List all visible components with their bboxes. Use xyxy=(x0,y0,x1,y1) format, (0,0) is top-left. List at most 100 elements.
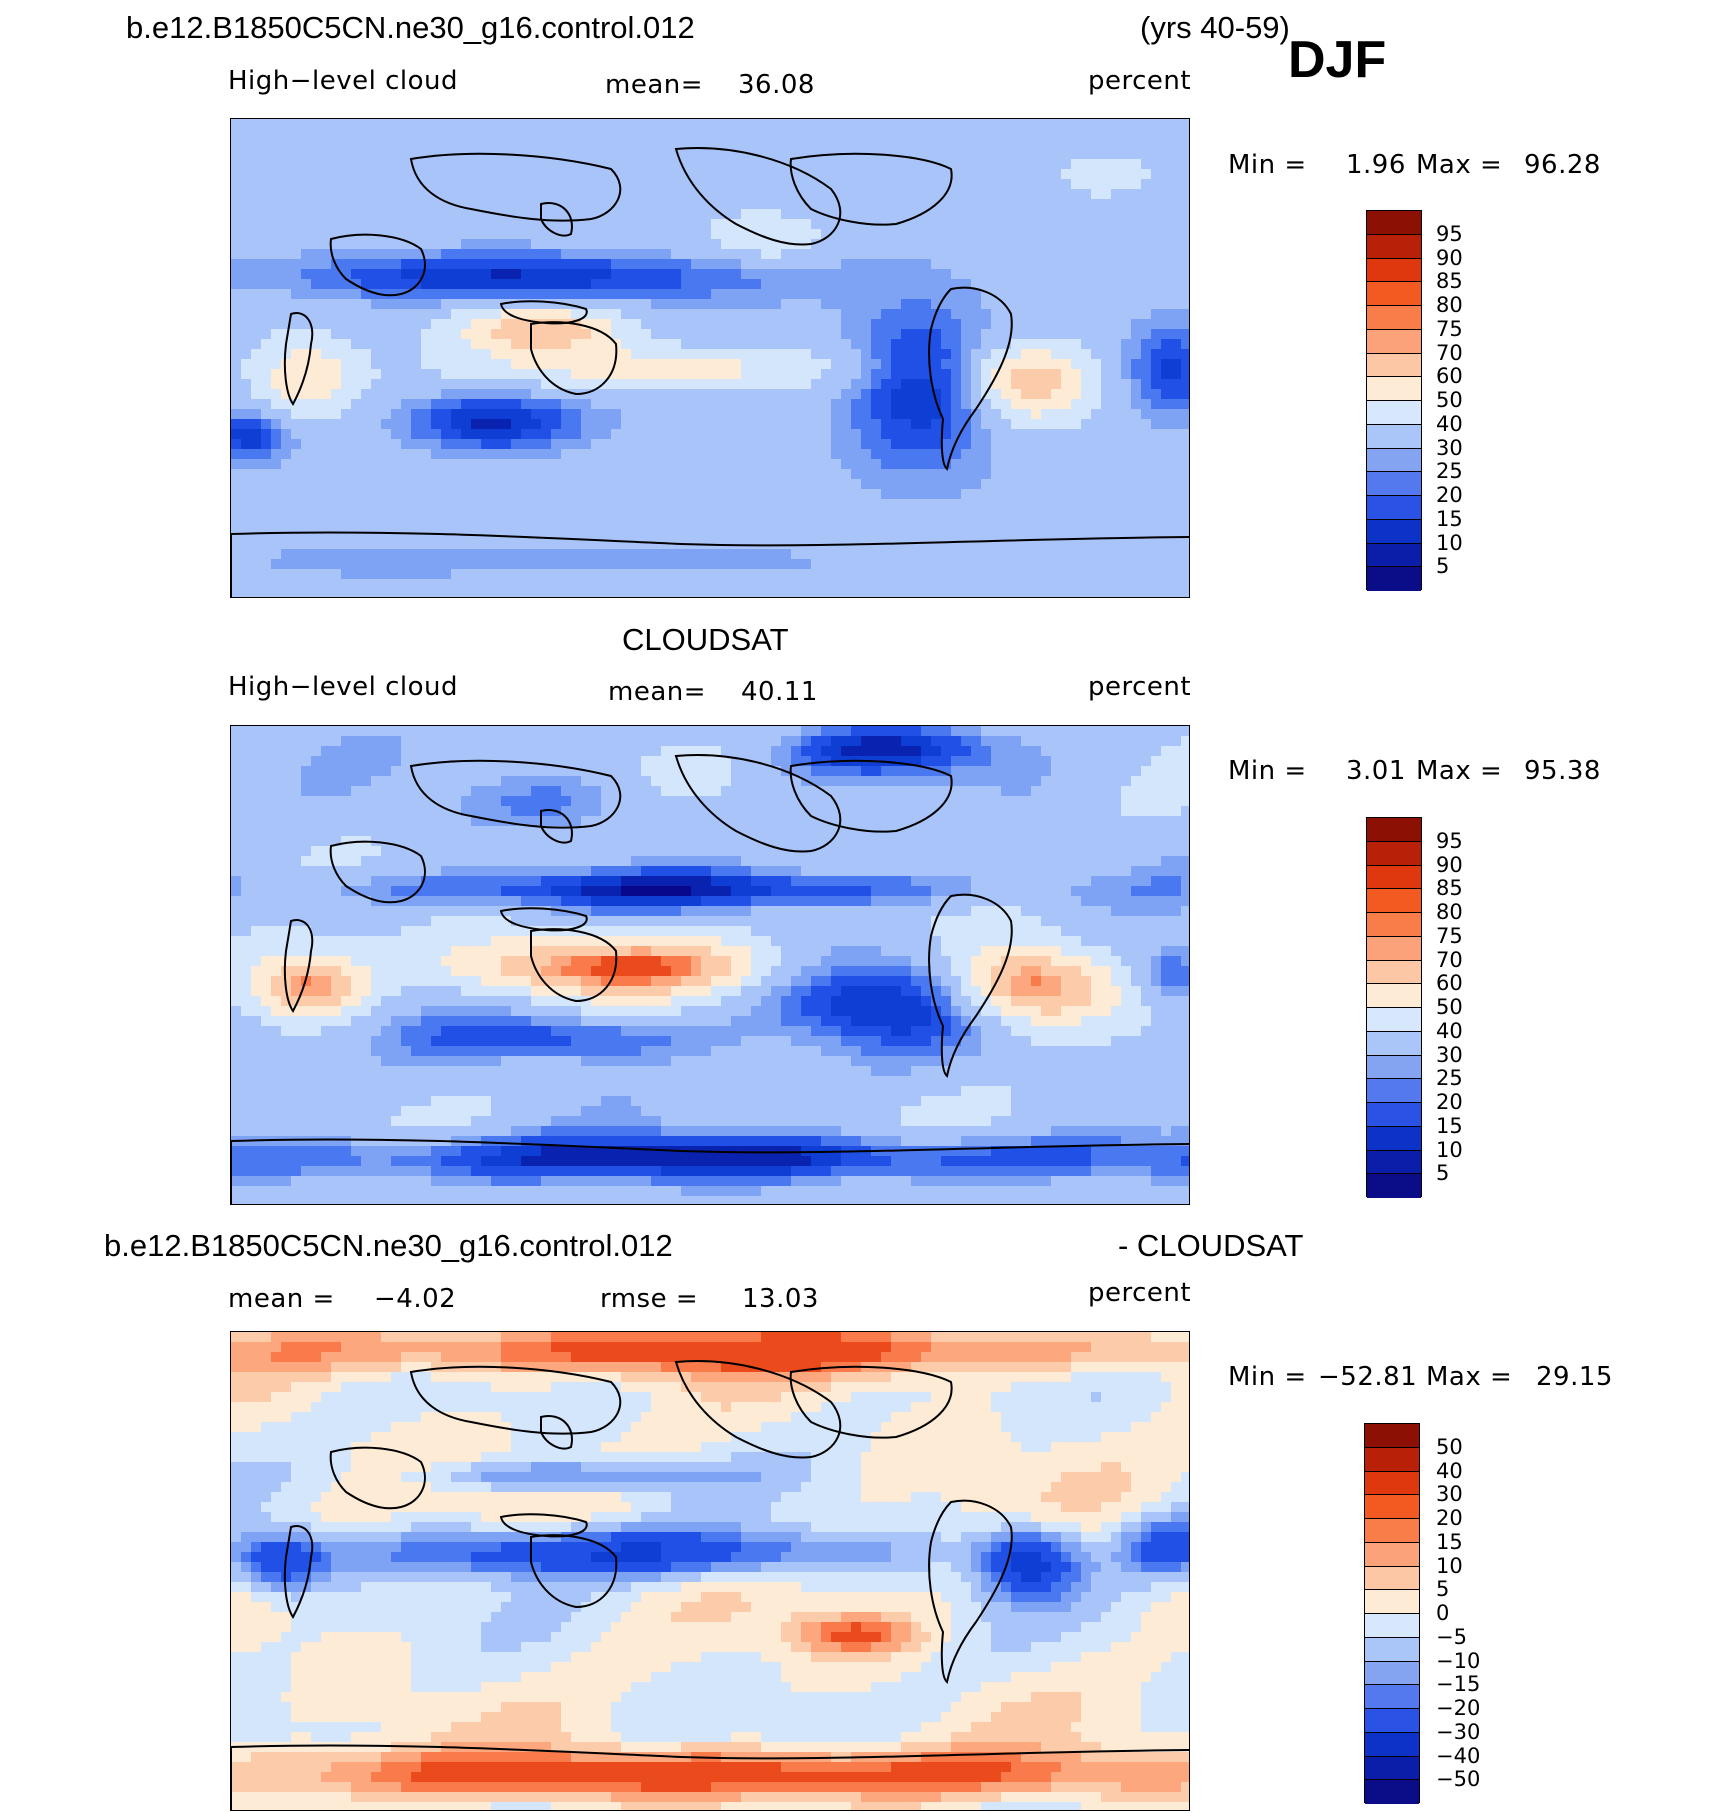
colorbar-swatch xyxy=(1367,1031,1421,1056)
panel3-max-value: 29.15 xyxy=(1536,1362,1613,1392)
colorbar-label: 40 xyxy=(1436,411,1463,436)
panel3-title-left: b.e12.B1850C5CN.ne30_g16.control.012 xyxy=(104,1228,673,1263)
panel2-min-value: 3.01 xyxy=(1346,756,1406,786)
colorbar-label: 10 xyxy=(1436,530,1463,555)
years-label: (yrs 40-59) xyxy=(1140,10,1290,45)
colorbar-swatch xyxy=(1365,1424,1419,1448)
colorbar-swatch xyxy=(1365,1732,1419,1757)
panel2-title: CLOUDSAT xyxy=(622,622,789,657)
colorbar-swatch xyxy=(1367,984,1421,1008)
panel3-mean-value: −4.02 xyxy=(374,1284,457,1314)
colorbar-label: 40 xyxy=(1436,1458,1463,1483)
colorbar-label: 60 xyxy=(1436,971,1463,996)
colorbar-swatch xyxy=(1367,1079,1421,1103)
colorbar-swatch xyxy=(1365,1495,1419,1519)
colorbar-label: 70 xyxy=(1436,947,1463,972)
contour-field xyxy=(231,726,1189,1204)
colorbar-swatch xyxy=(1367,1126,1421,1151)
colorbar-swatch xyxy=(1365,1542,1419,1567)
colorbar-label: 40 xyxy=(1436,1018,1463,1043)
panel2-max-label: Max = xyxy=(1416,756,1503,786)
colorbar-label: 15 xyxy=(1436,1113,1463,1138)
panel1-variable: High−level cloud xyxy=(228,66,459,96)
colorbar-swatch xyxy=(1367,234,1421,259)
colorbar-label: 30 xyxy=(1436,1042,1463,1067)
colorbar-swatch xyxy=(1365,1614,1419,1638)
colorbar-label: 90 xyxy=(1436,852,1463,877)
panel1-map xyxy=(230,118,1190,598)
colorbar-swatch xyxy=(1365,1447,1419,1472)
colorbar-label: −5 xyxy=(1436,1624,1467,1649)
colorbar-swatch xyxy=(1367,377,1421,401)
panel3-mean-label: mean = xyxy=(228,1284,335,1314)
colorbar-label: 70 xyxy=(1436,340,1463,365)
season-label: DJF xyxy=(1288,31,1387,89)
coastlines xyxy=(231,1360,1189,1810)
colorbar-swatch xyxy=(1367,329,1421,354)
colorbar-label: 0 xyxy=(1436,1601,1450,1625)
panel2-max-value: 95.38 xyxy=(1524,756,1601,786)
colorbar-swatch xyxy=(1367,818,1421,842)
panel3-colorbar xyxy=(1364,1423,1420,1804)
colorbar-label: −50 xyxy=(1436,1767,1481,1792)
colorbar-swatch xyxy=(1367,211,1421,235)
colorbar-swatch xyxy=(1365,1756,1419,1781)
colorbar-label: 95 xyxy=(1436,828,1463,853)
case-title: b.e12.B1850C5CN.ne30_g16.control.012 xyxy=(126,10,695,45)
colorbar-swatch xyxy=(1367,1055,1421,1080)
colorbar-label: 20 xyxy=(1436,1506,1463,1530)
colorbar-label: 90 xyxy=(1436,245,1463,270)
colorbar-swatch xyxy=(1367,1008,1421,1032)
colorbar-swatch xyxy=(1367,841,1421,866)
panel2-units: percent xyxy=(1088,672,1192,702)
panel2-colorbar xyxy=(1366,817,1422,1198)
colorbar-swatch xyxy=(1365,1780,1419,1804)
panel3-map xyxy=(230,1331,1190,1811)
panel1-mean-label: mean= xyxy=(605,70,704,100)
colorbar-swatch xyxy=(1365,1590,1419,1614)
colorbar-swatch xyxy=(1367,448,1421,473)
colorbar-label: −30 xyxy=(1436,1719,1481,1744)
coastlines xyxy=(231,147,1189,597)
colorbar-swatch xyxy=(1367,889,1421,913)
colorbar-label: 50 xyxy=(1436,388,1463,412)
panel1-mean-value: 36.08 xyxy=(738,70,815,100)
panel3-rmse-label: rmse = xyxy=(600,1284,699,1314)
panel2-map xyxy=(230,725,1190,1205)
panel1-max-value: 96.28 xyxy=(1524,150,1601,180)
colorbar-label: 95 xyxy=(1436,221,1463,246)
colorbar-swatch xyxy=(1367,401,1421,425)
colorbar-swatch xyxy=(1365,1637,1419,1662)
colorbar-swatch xyxy=(1367,543,1421,568)
panel1-units: percent xyxy=(1088,66,1192,96)
panel3-title-right: - CLOUDSAT xyxy=(1118,1228,1304,1263)
colorbar-label: 5 xyxy=(1436,554,1450,579)
panel2-mean-label: mean= xyxy=(608,677,707,707)
colorbar-swatch xyxy=(1365,1566,1419,1591)
colorbar-swatch xyxy=(1367,258,1421,283)
colorbar-label: 75 xyxy=(1436,316,1463,341)
colorbar-label: 15 xyxy=(1436,506,1463,531)
colorbar-swatch xyxy=(1367,306,1421,330)
panel2-min-label: Min = xyxy=(1228,756,1307,786)
panel1-min-value: 1.96 xyxy=(1346,150,1406,180)
colorbar-swatch xyxy=(1367,1103,1421,1127)
colorbar-label: 80 xyxy=(1436,293,1463,317)
colorbar-label: 60 xyxy=(1436,364,1463,389)
panel3-units: percent xyxy=(1088,1278,1192,1308)
colorbar-swatch xyxy=(1367,282,1421,306)
contour-field xyxy=(231,119,1189,597)
colorbar-swatch xyxy=(1367,1150,1421,1175)
colorbar-swatch xyxy=(1367,960,1421,985)
panel1-colorbar xyxy=(1366,210,1422,591)
colorbar-swatch xyxy=(1367,424,1421,449)
panel3-max-label: Max = xyxy=(1426,1362,1513,1392)
colorbar-label: 20 xyxy=(1436,1090,1463,1114)
panel3-rmse-value: 13.03 xyxy=(742,1284,819,1314)
colorbar-swatch xyxy=(1367,567,1421,591)
colorbar-label: 5 xyxy=(1436,1161,1450,1186)
colorbar-label: 25 xyxy=(1436,459,1463,484)
colorbar-label: 85 xyxy=(1436,876,1463,901)
colorbar-swatch xyxy=(1365,1471,1419,1496)
colorbar-label: 10 xyxy=(1436,1137,1463,1162)
